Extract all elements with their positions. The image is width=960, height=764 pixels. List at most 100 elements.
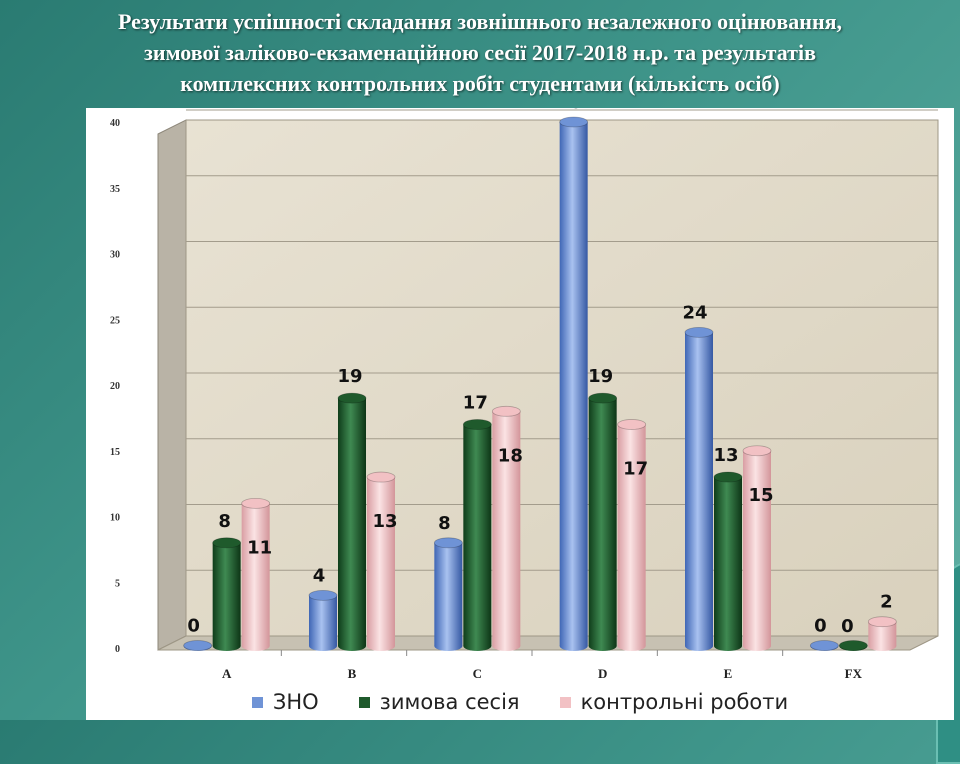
bar-base bbox=[367, 641, 395, 651]
x-tick-label: B bbox=[348, 666, 357, 681]
bar bbox=[308, 589, 338, 651]
value-labels: 08114191381718401917241315002 bbox=[187, 108, 892, 637]
bar-body bbox=[338, 398, 366, 646]
bar-base bbox=[743, 641, 771, 651]
bar bbox=[809, 640, 839, 651]
bar-body bbox=[241, 503, 270, 646]
bar-base bbox=[617, 641, 646, 651]
x-tick-label: C bbox=[473, 666, 482, 681]
bar-base bbox=[434, 641, 463, 651]
bar-top bbox=[491, 405, 521, 417]
bar-top bbox=[559, 116, 589, 128]
bar bbox=[588, 392, 618, 651]
bar-base bbox=[338, 641, 366, 651]
y-tick-label: 20 bbox=[110, 381, 120, 392]
bar-base bbox=[559, 641, 588, 651]
bar-body bbox=[714, 477, 742, 646]
value-label: 17 bbox=[463, 392, 488, 413]
value-label: 0 bbox=[841, 616, 854, 637]
value-label: 17 bbox=[623, 458, 648, 479]
x-tick-label: E bbox=[724, 666, 733, 681]
y-axis-ticks: 0 5 10 15 20 25 30 35 40 bbox=[110, 118, 120, 655]
bar-base bbox=[241, 641, 270, 651]
value-label: 40 bbox=[557, 108, 582, 113]
value-label: 11 bbox=[247, 537, 272, 558]
bar-body bbox=[309, 595, 337, 646]
y-tick-label: 10 bbox=[110, 513, 120, 524]
bar bbox=[713, 471, 743, 651]
legend-label: зимова сесія bbox=[379, 690, 520, 714]
bar-top bbox=[867, 616, 897, 628]
bar-base bbox=[492, 641, 521, 651]
legend-item: контрольні роботи bbox=[559, 690, 788, 714]
legend-swatch bbox=[251, 696, 263, 708]
y-tick-label: 25 bbox=[110, 315, 120, 326]
value-label: 15 bbox=[748, 485, 773, 506]
bar-top bbox=[462, 419, 492, 430]
bar-body bbox=[434, 542, 463, 646]
bar-body bbox=[367, 477, 395, 646]
bar-top bbox=[684, 326, 714, 338]
bar-top bbox=[433, 537, 463, 549]
bar-top bbox=[838, 640, 868, 651]
bar bbox=[183, 640, 213, 651]
value-label: 13 bbox=[713, 445, 738, 466]
y-tick-label: 35 bbox=[110, 184, 120, 195]
slide-title: Результати успішності складання зовнішнь… bbox=[0, 6, 960, 99]
value-label: 4 bbox=[313, 565, 326, 586]
bar bbox=[366, 471, 396, 651]
bar-body bbox=[685, 332, 713, 646]
value-label: 13 bbox=[372, 511, 397, 532]
title-line-2: зимової заліково-екзаменаційною сесії 20… bbox=[144, 40, 816, 65]
bar bbox=[684, 326, 714, 651]
bar-top bbox=[588, 392, 618, 404]
bar bbox=[212, 537, 242, 651]
bar-body bbox=[559, 122, 588, 646]
y-tick-label: 30 bbox=[110, 250, 120, 261]
value-label: 18 bbox=[498, 445, 523, 466]
bar-top bbox=[366, 471, 396, 483]
value-label: 2 bbox=[880, 592, 893, 613]
bar bbox=[433, 537, 463, 651]
x-tick-label: FX bbox=[845, 666, 863, 681]
bar-top bbox=[212, 537, 242, 549]
bar-top bbox=[308, 589, 338, 601]
bar-top bbox=[713, 471, 743, 483]
bar-top bbox=[742, 445, 772, 457]
bar-body bbox=[492, 411, 521, 646]
value-label: 19 bbox=[337, 366, 362, 387]
bar-body bbox=[463, 424, 492, 646]
bar bbox=[491, 405, 521, 651]
title-line-3: комплексних контрольних робіт студентами… bbox=[180, 71, 780, 96]
value-label: 8 bbox=[438, 513, 451, 534]
bar-base bbox=[685, 641, 713, 651]
legend-item: ЗНО bbox=[251, 690, 319, 714]
y-tick-label: 40 bbox=[110, 118, 120, 129]
chart-legend: ЗНО зимова сесія контрольні роботи bbox=[86, 689, 954, 715]
x-tick-label: D bbox=[598, 666, 607, 681]
bar bbox=[241, 497, 271, 651]
bar-top bbox=[183, 640, 213, 651]
bar-body bbox=[743, 450, 771, 646]
side-wall bbox=[157, 119, 187, 651]
bar-top bbox=[241, 497, 271, 509]
bar-base bbox=[309, 641, 337, 651]
bar bbox=[462, 419, 492, 651]
legend-swatch bbox=[358, 696, 370, 708]
bar bbox=[617, 419, 647, 651]
bar-top bbox=[617, 419, 647, 430]
y-tick-label: 5 bbox=[115, 578, 120, 589]
legend-item: зимова сесія bbox=[358, 690, 520, 714]
bar bbox=[742, 445, 772, 651]
bar bbox=[867, 616, 897, 651]
legend-label: ЗНО bbox=[272, 690, 319, 714]
bar bbox=[838, 640, 868, 651]
x-tick-label: A bbox=[222, 666, 232, 681]
bar-base bbox=[463, 641, 492, 651]
value-label: 19 bbox=[588, 366, 613, 387]
title-line-1: Результати успішності складання зовнішнь… bbox=[117, 9, 843, 34]
y-tick-label: 0 bbox=[115, 644, 120, 655]
bar-body bbox=[588, 398, 617, 646]
